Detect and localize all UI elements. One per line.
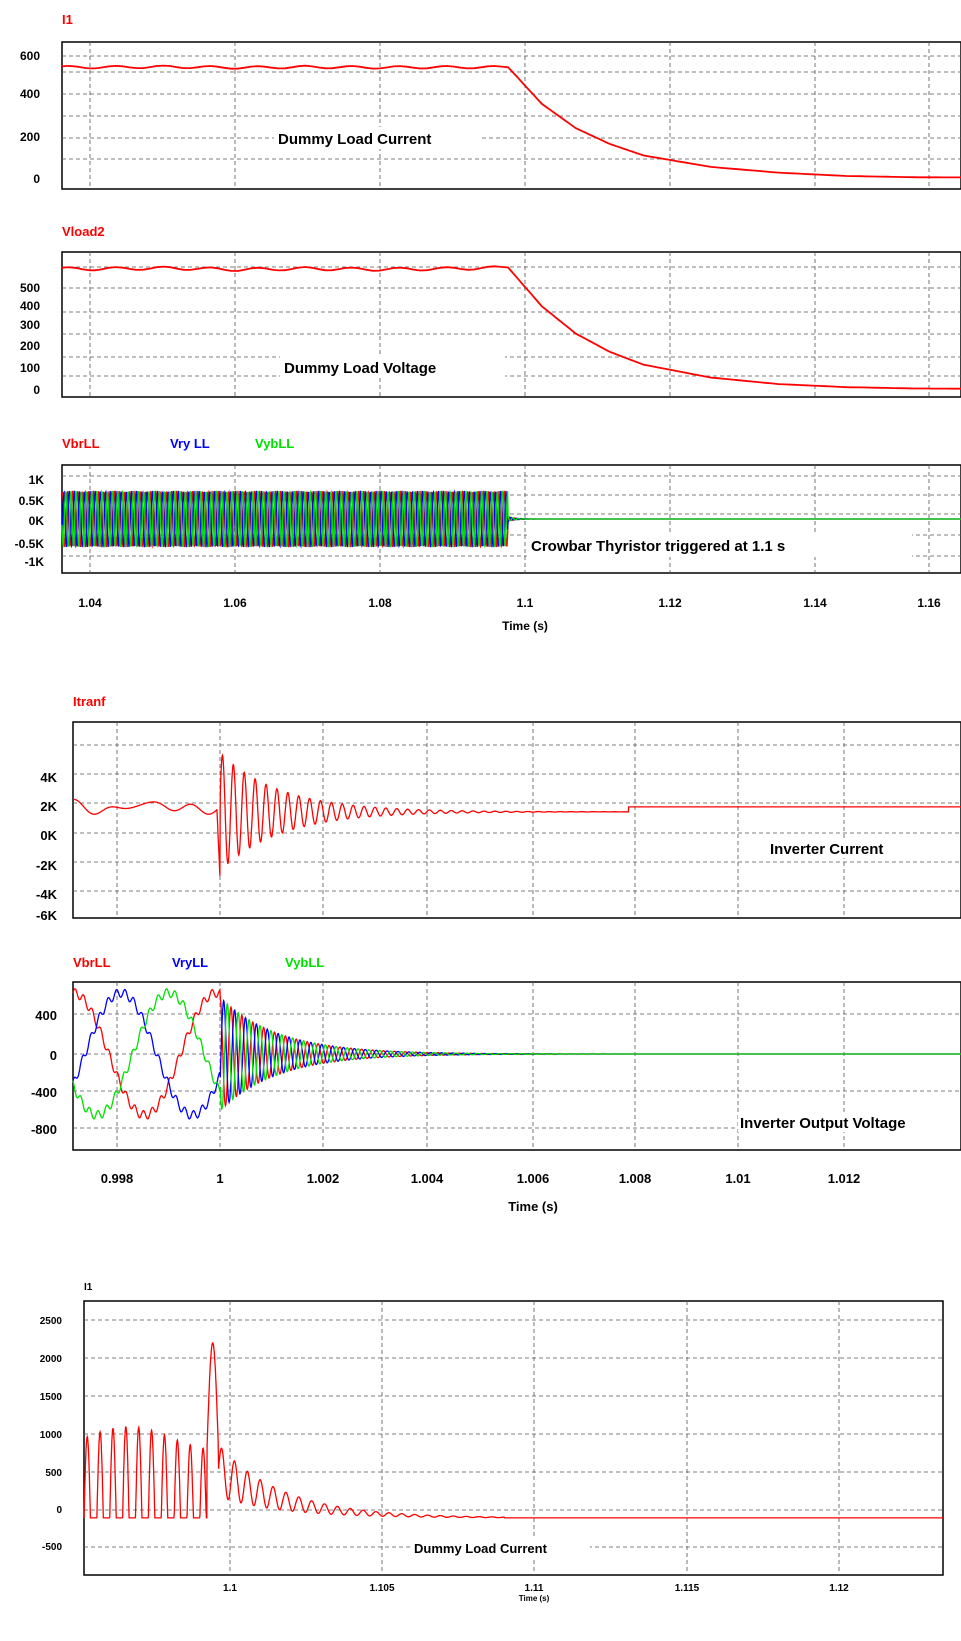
y-tick-label: 400 bbox=[35, 1008, 57, 1023]
panel-dummy-load-voltage: Vload2 0 100 200 300 400 500 Dummy bbox=[20, 224, 961, 398]
x-axis-ticks: 0.998 1 1.002 1.004 1.006 1.008 1.01 1.0… bbox=[101, 1171, 861, 1186]
y-tick-label: 0 bbox=[56, 1505, 62, 1516]
x-tick-label: 1 bbox=[216, 1171, 223, 1186]
x-tick-label: 1.105 bbox=[369, 1583, 394, 1594]
series-label-i1: I1 bbox=[84, 1282, 93, 1293]
plot-frame bbox=[61, 251, 961, 398]
y-tick-label: -500 bbox=[42, 1542, 62, 1553]
x-tick-label: 1.1 bbox=[223, 1583, 237, 1594]
annotation-crowbar: Crowbar Thyristor triggered at 1.1 s bbox=[531, 538, 785, 555]
x-tick-label: 1.04 bbox=[78, 596, 102, 610]
y-tick-label: -800 bbox=[31, 1122, 57, 1137]
x-tick-label: 1.004 bbox=[411, 1171, 444, 1186]
panel-dummy-load-current-zoom: I1 -500 0 500 1000 1500 2000 2500 D bbox=[40, 1282, 944, 1603]
y-tick-label: 0K bbox=[40, 828, 57, 843]
series-line-vload2 bbox=[61, 265, 961, 390]
annotation-dummy-load-current: Dummy Load Current bbox=[414, 1541, 548, 1556]
series-line-vybll bbox=[61, 489, 961, 549]
y-tick-label: 200 bbox=[20, 130, 40, 144]
y-tick-label: 0 bbox=[33, 383, 40, 397]
y-tick-label: 100 bbox=[20, 361, 40, 375]
y-axis-ticks: -500 0 500 1000 1500 2000 2500 bbox=[40, 1316, 63, 1553]
x-tick-label: 1.06 bbox=[223, 596, 247, 610]
y-tick-label: 2500 bbox=[40, 1316, 63, 1327]
series-label-itranf: Itranf bbox=[73, 694, 106, 709]
series-line-vybll bbox=[72, 988, 961, 1120]
x-axis-label: Time (s) bbox=[508, 1199, 558, 1214]
series-label-vryll: VryLL bbox=[172, 955, 208, 970]
x-tick-label: 1.115 bbox=[675, 1583, 700, 1594]
series-line-itranf bbox=[73, 753, 961, 876]
x-tick-label: 1.11 bbox=[525, 1583, 544, 1594]
plot-frame bbox=[61, 41, 961, 190]
y-tick-label: 1000 bbox=[40, 1430, 63, 1441]
annotation-dummy-load-current: Dummy Load Current bbox=[278, 131, 431, 148]
y-tick-label: -4K bbox=[36, 887, 58, 902]
x-tick-label: 1.002 bbox=[307, 1171, 340, 1186]
grid bbox=[73, 722, 961, 918]
y-tick-label: -6K bbox=[36, 908, 58, 923]
x-tick-label: 1.01 bbox=[725, 1171, 750, 1186]
y-tick-label: 500 bbox=[20, 281, 40, 295]
x-tick-label: 1.12 bbox=[658, 596, 682, 610]
x-axis-label: Time (s) bbox=[519, 1594, 550, 1603]
y-tick-label: 0 bbox=[33, 172, 40, 186]
y-axis-ticks: -6K -4K -2K 0K 2K 4K bbox=[36, 770, 58, 923]
x-tick-label: 1.1 bbox=[517, 596, 534, 610]
series-label-vybll: VybLL bbox=[285, 955, 324, 970]
series-label-vybll: VybLL bbox=[255, 436, 294, 451]
y-tick-label: 0K bbox=[29, 514, 45, 528]
y-tick-label: -1K bbox=[25, 555, 45, 569]
series-label-i1: I1 bbox=[62, 12, 73, 27]
x-axis-ticks: 1.04 1.06 1.08 1.1 1.12 1.14 1.16 bbox=[78, 596, 941, 610]
y-tick-label: 2000 bbox=[40, 1354, 63, 1365]
annotation-inverter-output-voltage: Inverter Output Voltage bbox=[740, 1115, 906, 1132]
y-tick-label: -400 bbox=[31, 1085, 57, 1100]
y-tick-label: 500 bbox=[45, 1468, 62, 1479]
y-tick-label: 4K bbox=[40, 770, 57, 785]
y-tick-label: -0.5K bbox=[15, 537, 45, 551]
y-axis-ticks: 0 200 400 600 bbox=[20, 49, 40, 186]
series-label-vbrll: VbrLL bbox=[62, 436, 100, 451]
y-tick-label: 2K bbox=[40, 799, 57, 814]
x-axis-label: Time (s) bbox=[502, 619, 548, 633]
annotation-dummy-load-voltage: Dummy Load Voltage bbox=[284, 360, 436, 377]
series-label-vryll: Vry LL bbox=[170, 436, 210, 451]
y-tick-label: 600 bbox=[20, 49, 40, 63]
x-tick-label: 0.998 bbox=[101, 1171, 134, 1186]
y-axis-ticks: 0 100 200 300 400 500 bbox=[20, 281, 40, 397]
panel-inverter-current: Itranf -6K -4K -2K 0K 2K 4K bbox=[36, 694, 961, 923]
x-axis-ticks: 1.1 1.105 1.11 1.115 1.12 bbox=[223, 1583, 849, 1594]
y-tick-label: 300 bbox=[20, 318, 40, 332]
series-label-vbrll: VbrLL bbox=[73, 955, 111, 970]
series-line-i1 bbox=[61, 64, 961, 179]
series-line-i1 bbox=[83, 1342, 943, 1519]
x-tick-label: 1.012 bbox=[828, 1171, 861, 1186]
y-tick-label: 1500 bbox=[40, 1392, 63, 1403]
plot-frame bbox=[83, 1300, 944, 1576]
x-tick-label: 1.14 bbox=[803, 596, 827, 610]
plot-frame bbox=[72, 721, 961, 919]
x-tick-label: 1.08 bbox=[368, 596, 392, 610]
y-tick-label: 400 bbox=[20, 87, 40, 101]
y-axis-ticks: -1K -0.5K 0K 0.5K 1K bbox=[15, 473, 45, 569]
x-tick-label: 1.12 bbox=[829, 1583, 849, 1594]
y-tick-label: -2K bbox=[36, 858, 58, 873]
panel-line-voltages-crowbar: VbrLL Vry LL VybLL -1K -0.5K 0K 0.5K 1K bbox=[15, 436, 961, 633]
y-tick-label: 0.5K bbox=[19, 494, 45, 508]
annotation-inverter-current: Inverter Current bbox=[770, 841, 883, 858]
y-tick-label: 200 bbox=[20, 339, 40, 353]
x-tick-label: 1.008 bbox=[619, 1171, 652, 1186]
panel-inverter-output-voltage: VbrLL VryLL VybLL -800 -400 0 400 I bbox=[31, 955, 961, 1214]
x-tick-label: 1.16 bbox=[917, 596, 941, 610]
x-tick-label: 1.006 bbox=[517, 1171, 550, 1186]
y-tick-label: 400 bbox=[20, 299, 40, 313]
panel-dummy-load-current: I1 0 200 400 600 Dummy Load Current bbox=[20, 12, 961, 190]
series-label-vload2: Vload2 bbox=[62, 224, 105, 239]
y-tick-label: 0 bbox=[50, 1048, 57, 1063]
y-axis-ticks: -800 -400 0 400 bbox=[31, 1008, 57, 1137]
y-tick-label: 1K bbox=[29, 473, 45, 487]
